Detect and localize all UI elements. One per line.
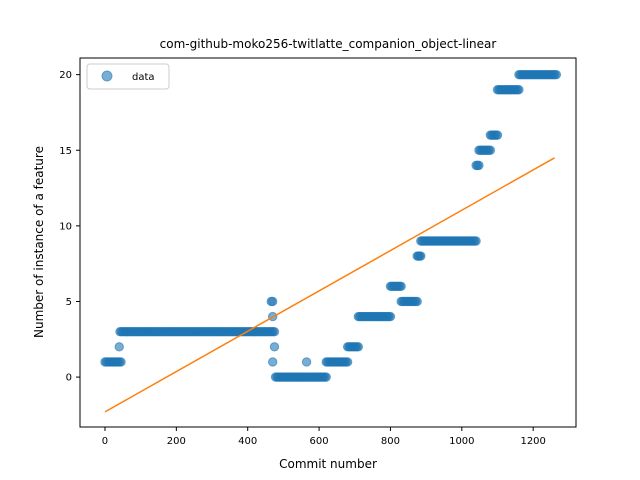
data-point [301,357,312,367]
x-tick-label: 1200 [520,436,545,447]
data-point [551,69,562,80]
data-point [492,130,503,140]
x-axis-label: Commit number [279,457,377,471]
data-point [396,281,406,292]
legend: data [86,63,170,90]
data-point [514,85,524,95]
data-point [353,342,364,352]
data-point [267,357,278,367]
plot-frame [79,57,577,428]
data-point [385,311,396,322]
x-tick-label: 400 [238,436,257,447]
fit-line [104,157,555,413]
x-tick-label: 800 [381,436,400,447]
data-point [116,357,126,367]
x-tick-label: 600 [310,436,329,447]
x-tick-label: 0 [102,436,108,447]
data-point [474,160,484,171]
y-tick-label: 0 [66,373,72,384]
data-point [269,342,280,352]
data-points [100,69,562,382]
data-point [321,372,331,382]
data-point [416,251,426,261]
y-axis: 0 5 10 15 20 [59,70,80,384]
data-point [342,357,353,367]
y-tick-label: 15 [59,146,72,157]
x-axis: 0 200 400 600 800 1000 1200 [102,427,546,447]
data-point [114,342,124,352]
legend-marker-data [101,70,113,82]
data-point [269,327,280,337]
x-tick-label: 200 [167,436,186,447]
data-point [412,296,422,307]
chart-title: com-github-moko256-twitlatte_companion_o… [160,37,497,51]
data-point [471,236,481,246]
plot-area [100,69,562,413]
y-tick-label: 5 [66,297,72,308]
legend-label-data: data [132,72,155,83]
y-tick-label: 20 [59,70,72,81]
legend-box [86,63,170,90]
y-tick-label: 10 [59,221,72,232]
data-point [267,296,278,307]
x-tick-label: 1000 [449,436,474,447]
fit-line-layer [104,157,555,413]
data-point [485,145,496,155]
y-axis-label: Number of instance of a feature [32,146,46,338]
